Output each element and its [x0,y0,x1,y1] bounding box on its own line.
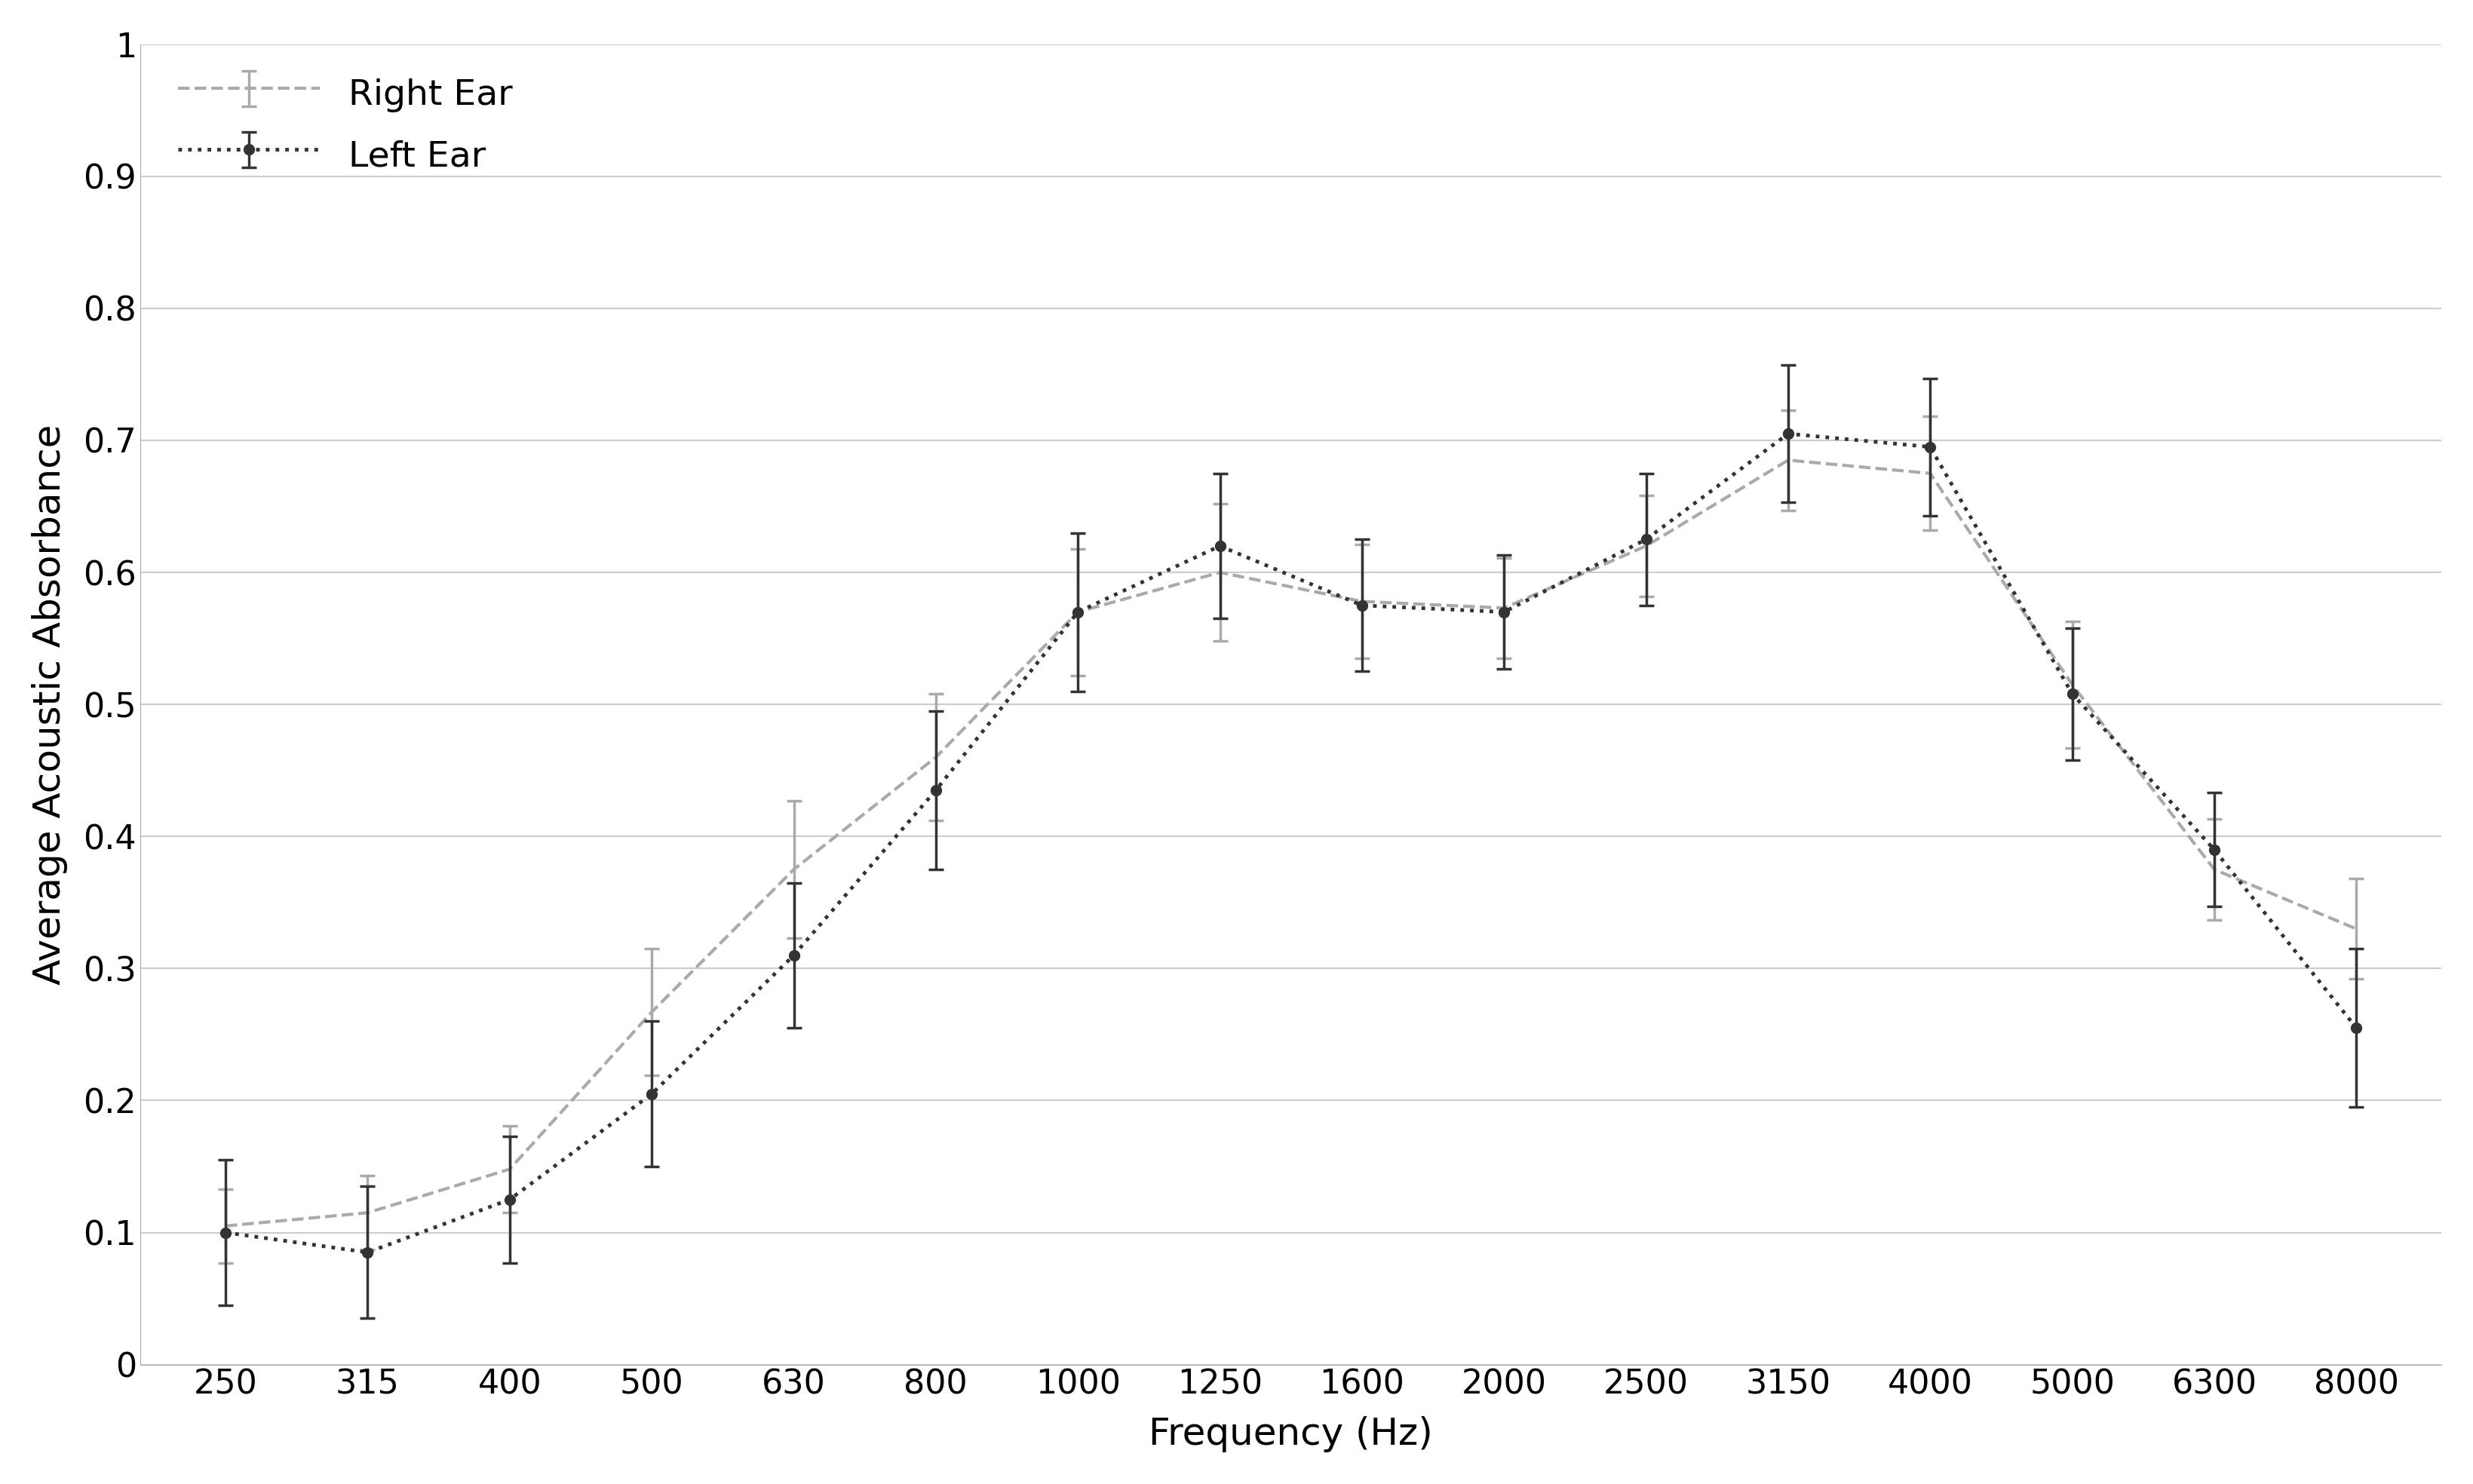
Legend: Right Ear, Left Ear: Right Ear, Left Ear [163,58,527,190]
X-axis label: Frequency (Hz): Frequency (Hz) [1150,1416,1432,1453]
Y-axis label: Average Acoustic Absorbance: Average Acoustic Absorbance [32,424,67,985]
